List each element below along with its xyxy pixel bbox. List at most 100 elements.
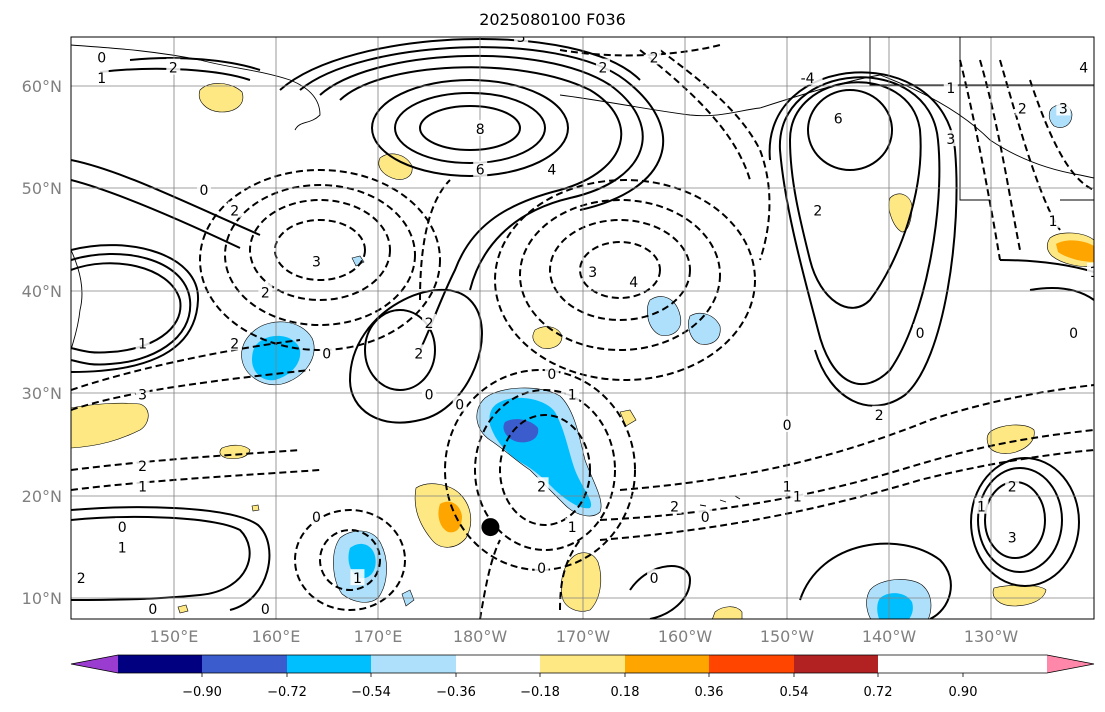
contour-label-bg xyxy=(1087,262,1094,279)
contour-label-bg xyxy=(145,599,160,616)
contour-label: 4 xyxy=(629,275,638,291)
contour-label-bg xyxy=(115,518,130,535)
coastlines xyxy=(71,37,1094,507)
contour-label: 0 xyxy=(200,183,209,199)
contour-label-bg xyxy=(534,558,549,575)
shading-dark-blue xyxy=(503,419,539,443)
contour-label: 3 xyxy=(946,132,955,148)
contour-label: 3 xyxy=(1059,101,1068,117)
colorbar-tick-label: 0.90 xyxy=(949,685,978,700)
contour-label-bg xyxy=(1005,528,1020,545)
colorbar-tick-label: 0.54 xyxy=(780,685,809,700)
contour-label: 0 xyxy=(455,398,464,414)
contour-label: 2 xyxy=(261,285,270,301)
lon-label: 160°E xyxy=(252,627,301,646)
colorbar-tick-label: −0.72 xyxy=(267,685,307,700)
lon-label: 180°W xyxy=(453,627,508,646)
contour-label: -4 xyxy=(801,71,815,87)
lon-label: 130°W xyxy=(964,627,1019,646)
contour-label-bg xyxy=(135,456,150,473)
contour-label-bg xyxy=(943,130,958,147)
contour-label: 2 xyxy=(1008,479,1017,495)
contour-label-bg xyxy=(94,68,109,85)
contour-label: 1 xyxy=(1049,214,1058,230)
latitude-labels: 60°N 50°N 40°N 30°N 20°N 10°N xyxy=(22,77,62,608)
contour-label-bg xyxy=(411,344,426,361)
contour-label: 2 xyxy=(414,347,423,363)
contour-label: 1 xyxy=(946,81,955,97)
contour-label-bg xyxy=(258,283,273,300)
lon-label: 150°W xyxy=(760,627,815,646)
colorbar-segment xyxy=(118,655,202,673)
contour-label: 2 xyxy=(169,61,178,77)
colorbar-segment xyxy=(709,655,794,673)
graticule xyxy=(71,37,1094,619)
lat-label: 50°N xyxy=(22,179,62,198)
contour-label: 2 xyxy=(230,336,239,352)
colorbar-tick-label: −0.36 xyxy=(436,685,476,700)
contour-label-bg xyxy=(422,385,437,402)
colorbar-outline xyxy=(70,654,1095,674)
contour-label: 4 xyxy=(547,163,556,179)
contour-label: 0 xyxy=(1069,326,1078,342)
colorbar-extend-min xyxy=(71,655,118,673)
contour-label-bg xyxy=(943,79,958,96)
colorbar-tick-label: 0.36 xyxy=(695,685,724,700)
lat-label: 10°N xyxy=(22,589,62,608)
contour-label: 0 xyxy=(148,602,157,618)
contour-label-bg xyxy=(473,119,488,136)
contour-label: 0 xyxy=(650,571,659,587)
contour-label-bg xyxy=(309,252,324,269)
contour-label: 0 xyxy=(425,387,434,403)
contour-label: 2 xyxy=(537,479,546,495)
contour-label: 3 xyxy=(1008,530,1017,546)
contour-label-bg xyxy=(974,497,989,514)
contour-label-bg xyxy=(135,334,150,351)
contour-label-bg xyxy=(1066,324,1081,341)
colorbar-tick-label: −0.54 xyxy=(351,685,391,700)
contour-label-bg xyxy=(647,48,662,65)
contour-label-bg xyxy=(1015,99,1030,116)
contour-label-bg xyxy=(1046,211,1061,228)
colorbar-tick-label: −0.90 xyxy=(182,685,222,700)
contour-label: 3 xyxy=(588,265,597,281)
contour-label-bg xyxy=(872,405,887,422)
colorbar-segment xyxy=(371,655,456,673)
contour-label: 0 xyxy=(322,347,331,363)
contour-label: 1 xyxy=(568,520,577,536)
contour-label: 0 xyxy=(783,418,792,434)
contour-label: 2 xyxy=(1018,101,1027,117)
contour-label: 3 xyxy=(312,255,321,271)
contour-label: 8 xyxy=(476,122,485,138)
contour-label-bg xyxy=(309,507,324,524)
location-marker xyxy=(481,518,500,537)
contour-label: 1 xyxy=(783,479,792,495)
contour-label: 2 xyxy=(813,204,822,220)
contour-label: 1 xyxy=(793,489,802,505)
contour-label-bg xyxy=(800,68,823,85)
colorbar-segment xyxy=(625,655,709,673)
lon-label: 170°W xyxy=(556,627,611,646)
contour-label: 2 xyxy=(670,500,679,516)
contour-label: 0 xyxy=(547,367,556,383)
contour-label-bg xyxy=(350,569,365,586)
contour-label: 0 xyxy=(118,520,127,536)
contour-label-bg xyxy=(780,477,795,494)
contour-label: 1 xyxy=(138,336,147,352)
contour-label-bg xyxy=(565,385,580,402)
contour-label-bg xyxy=(227,334,242,351)
contour-label: 2 xyxy=(138,459,147,475)
contour-label-bg xyxy=(196,181,211,198)
lon-label: 150°E xyxy=(150,627,199,646)
colorbar-tick-label: −0.18 xyxy=(520,685,560,700)
contour-label: 4 xyxy=(1079,61,1088,77)
colorbar-segment xyxy=(287,655,371,673)
contour-label-bg xyxy=(166,58,181,75)
contour-label-bg xyxy=(626,273,641,290)
contour-label: 0 xyxy=(916,326,925,342)
contour-label-bg xyxy=(135,477,150,494)
longitude-labels: 150°E 160°E 170°E 180°W 170°W 160°W 150°… xyxy=(150,627,1019,646)
